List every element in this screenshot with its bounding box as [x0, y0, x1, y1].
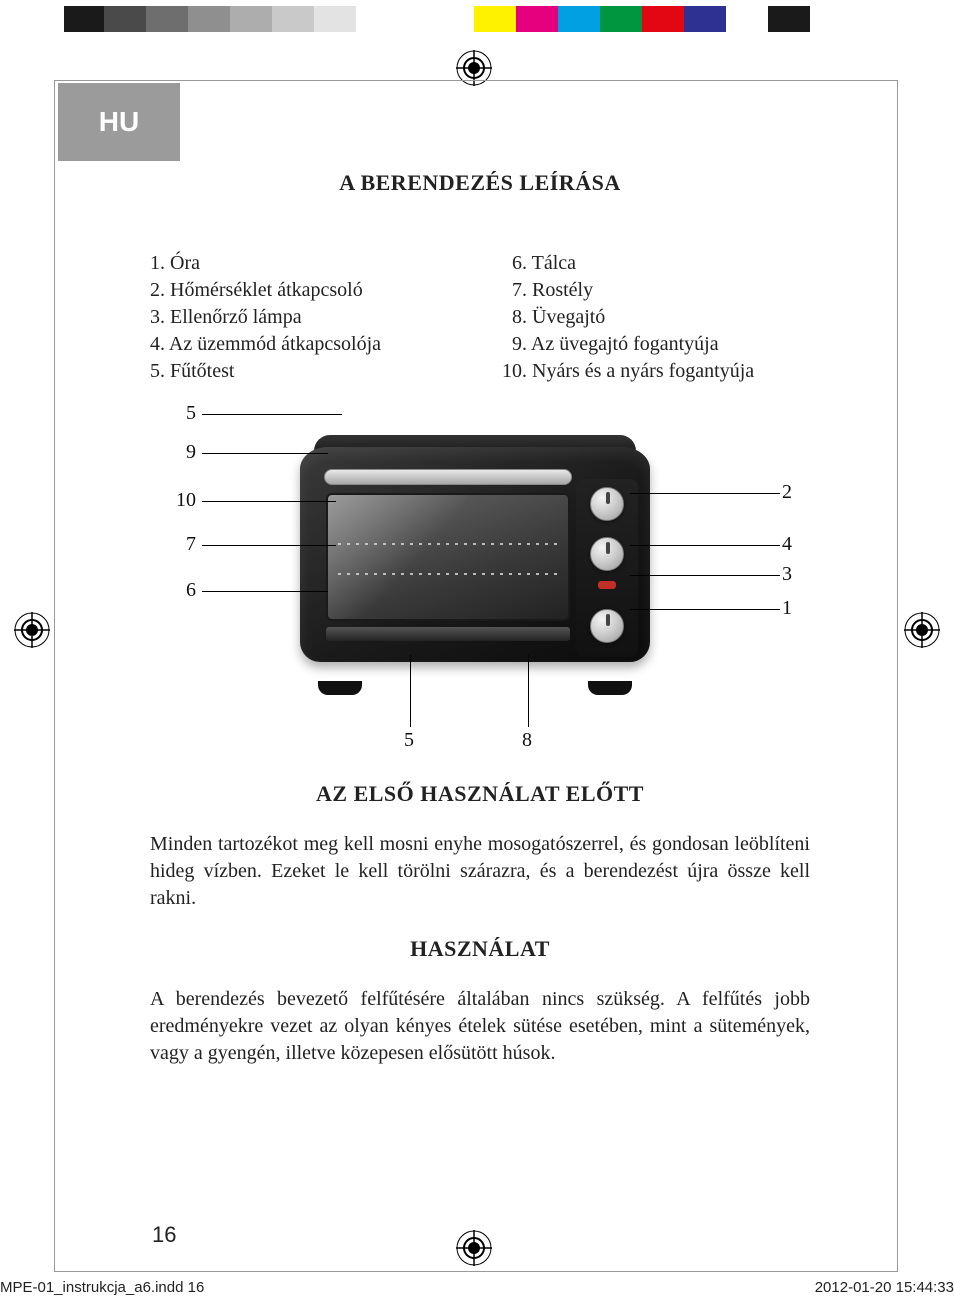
parts-list: 1. Óra2. Hőmérséklet átkapcsoló3. Ellenő…: [150, 250, 810, 385]
parts-item: 2. Hőmérséklet átkapcsoló: [150, 277, 461, 304]
registration-mark-left: [14, 612, 50, 648]
callout-8: 8: [522, 729, 532, 752]
heading-usage: HASZNÁLAT: [150, 936, 810, 962]
footer-filename: MPE-01_instrukcja_a6.indd 16: [0, 1279, 204, 1296]
page-number: 16: [152, 1222, 176, 1248]
callout-4: 4: [782, 533, 792, 556]
parts-item: 1. Óra: [150, 250, 461, 277]
heading-description: A BERENDEZÉS LEÍRÁSA: [150, 170, 810, 196]
paragraph-usage: A berendezés bevezető felfűtésére általá…: [150, 986, 810, 1067]
parts-list-left: 1. Óra2. Hőmérséklet átkapcsoló3. Ellenő…: [150, 250, 461, 385]
footer-timestamp: 2012-01-20 15:44:33: [815, 1279, 954, 1296]
page-content: A BERENDEZÉS LEÍRÁSA 1. Óra2. Hőmérsékle…: [150, 162, 810, 1091]
parts-item: 10. Nyárs és a nyárs fogantyúja: [499, 358, 810, 385]
language-tab: HU: [58, 83, 180, 161]
callout-6: 6: [186, 579, 196, 602]
callout-5b: 5: [404, 729, 414, 752]
callout-2: 2: [782, 481, 792, 504]
parts-item: 7. Rostély: [499, 277, 810, 304]
parts-item: 6. Tálca: [499, 250, 810, 277]
oven-illustration: [300, 429, 650, 689]
registration-mark-right: [904, 612, 940, 648]
parts-item: 8. Üvegajtó: [499, 304, 810, 331]
callout-10: 10: [176, 489, 196, 512]
parts-item: 4. Az üzemmód átkapcsolója: [150, 331, 461, 358]
parts-item: 3. Ellenőrző lámpa: [150, 304, 461, 331]
product-diagram: 5 9 10 7 6 2 4 3 1 5 8: [150, 399, 810, 759]
callout-7: 7: [186, 533, 196, 556]
parts-list-right: 6. Tálca7. Rostély8. Üvegajtó9. Az üvega…: [461, 250, 810, 385]
parts-item: 5. Fűtőtest: [150, 358, 461, 385]
paragraph-before-first-use: Minden tartozékot meg kell mosni enyhe m…: [150, 831, 810, 912]
heading-before-first-use: AZ ELSŐ HASZNÁLAT ELŐTT: [150, 781, 810, 807]
callout-3: 3: [782, 563, 792, 586]
print-colorbar: [0, 6, 954, 32]
callout-1: 1: [782, 597, 792, 620]
parts-item: 9. Az üvegajtó fogantyúja: [499, 331, 810, 358]
callout-9: 9: [186, 441, 196, 464]
callout-5: 5: [186, 402, 196, 425]
